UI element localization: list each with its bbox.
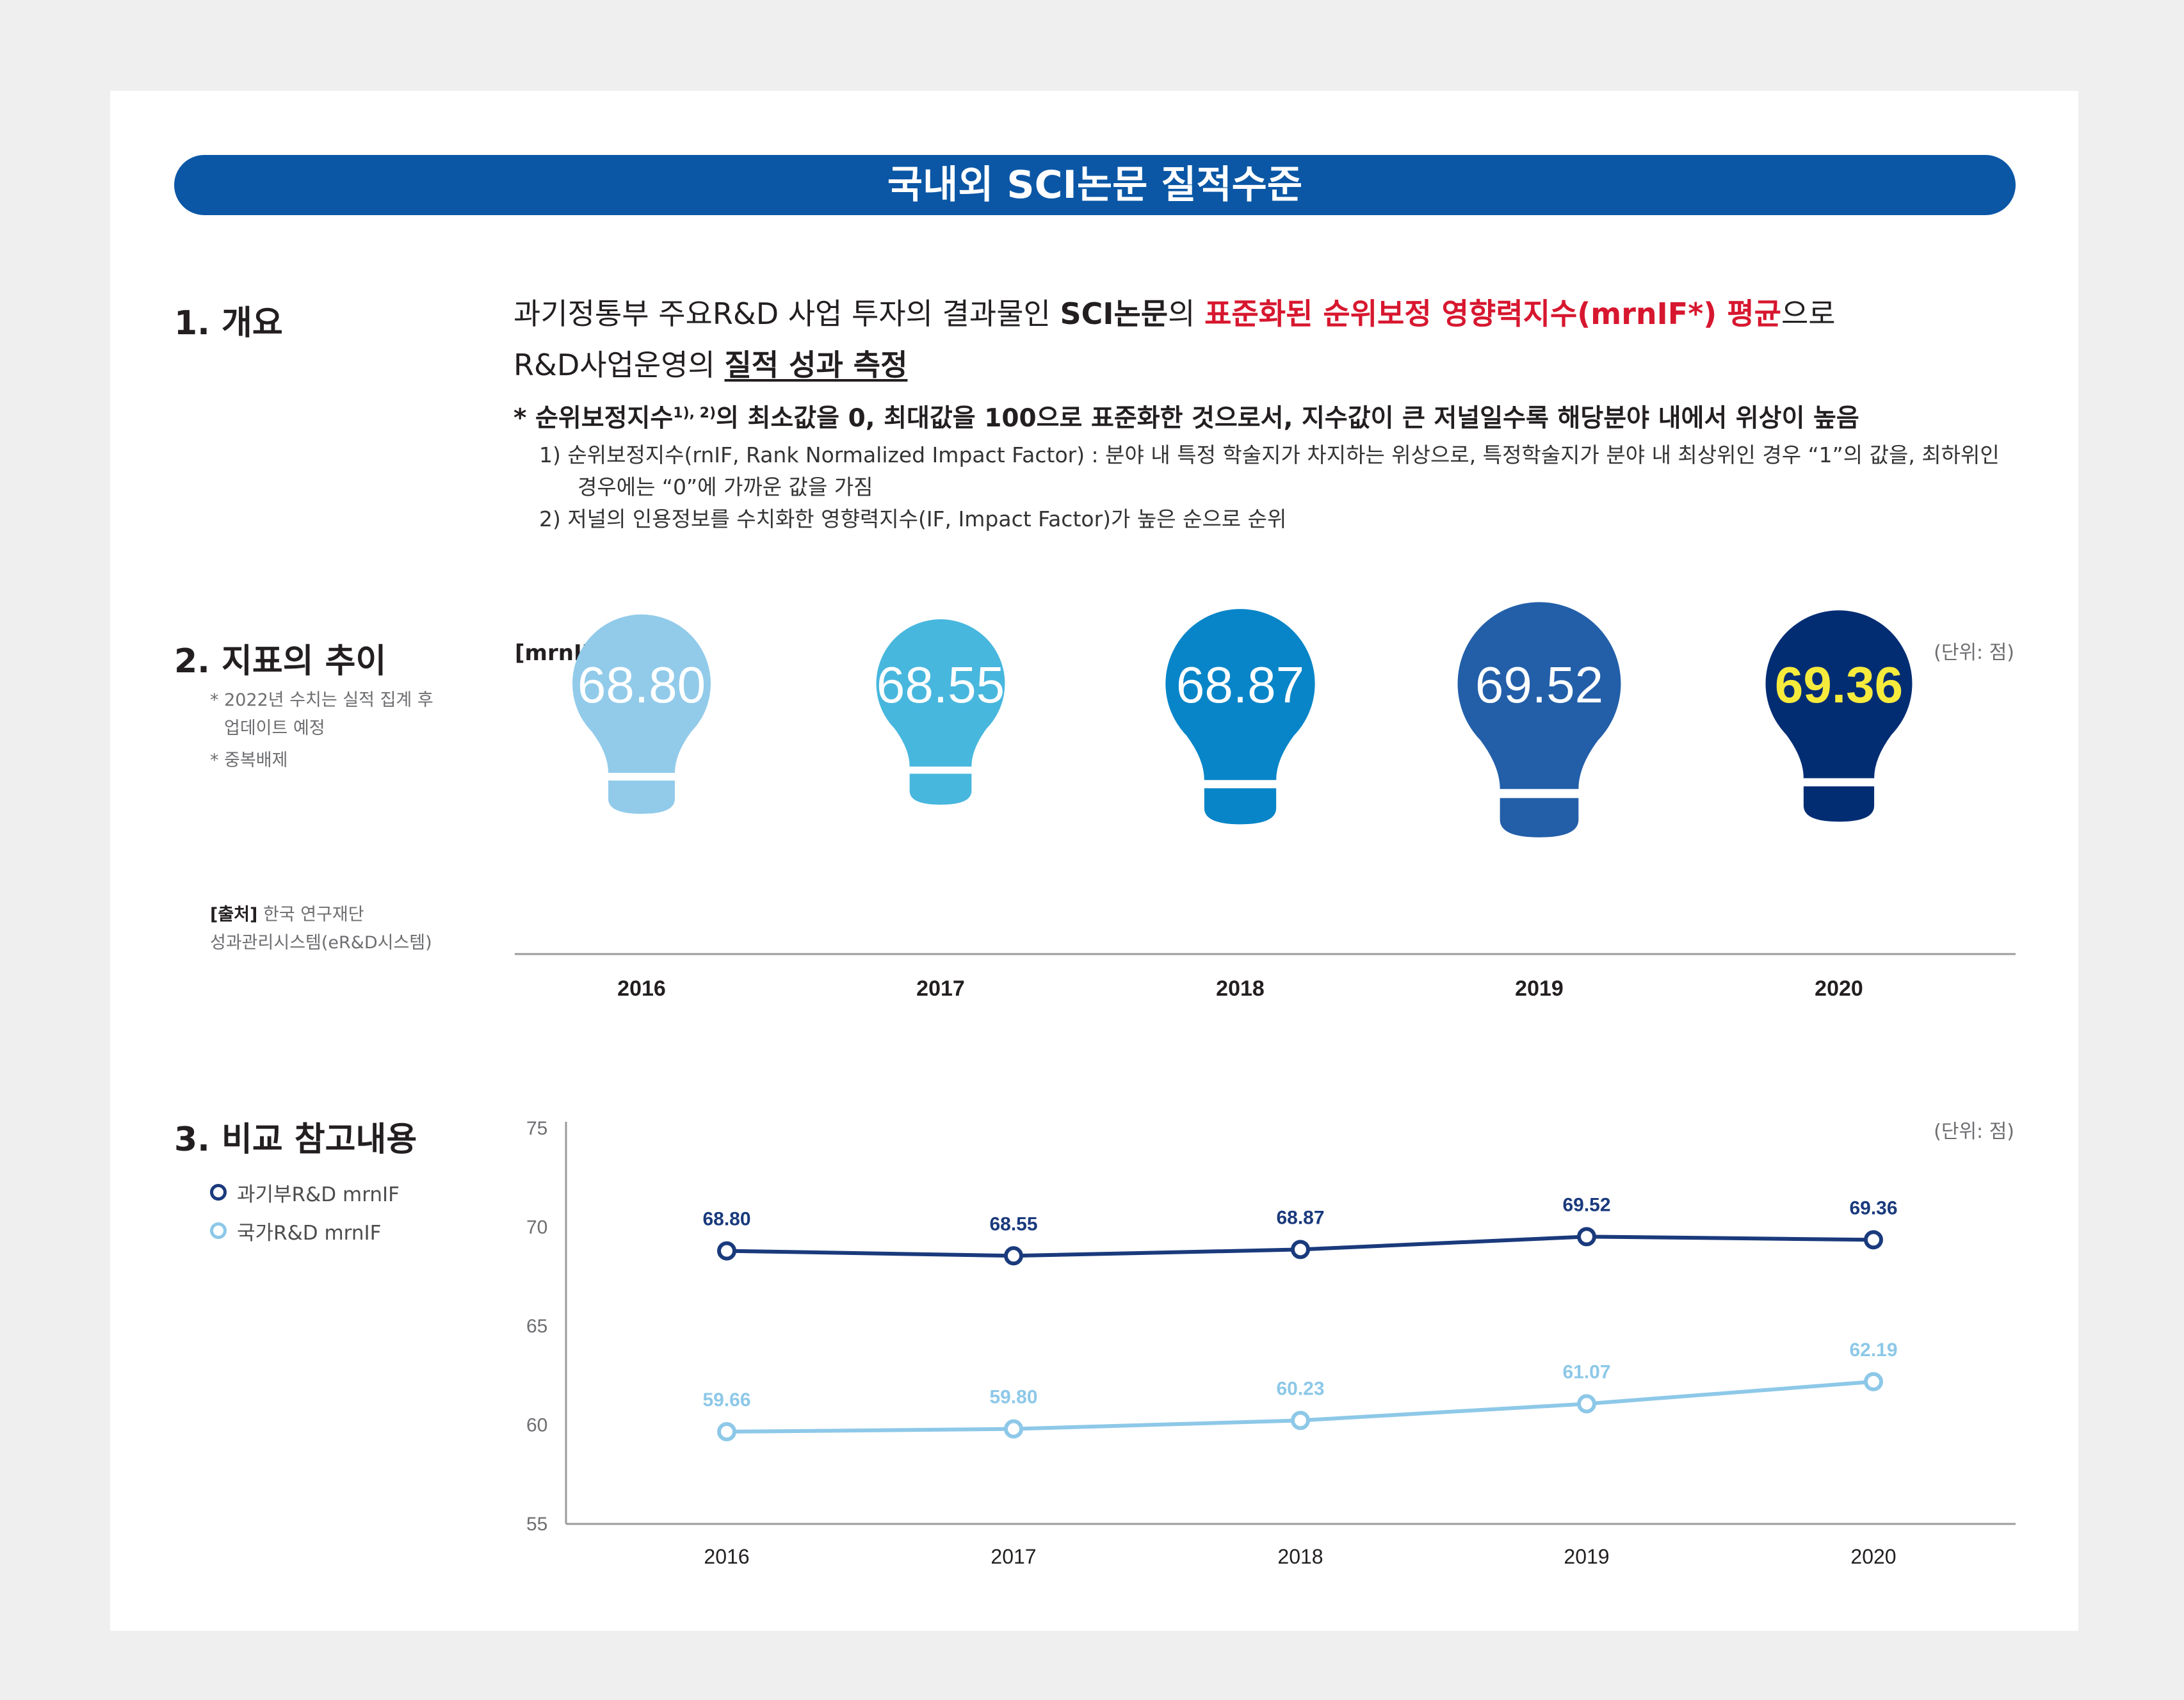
bulb-chart-unit: (단위: 점) (1934, 642, 2014, 664)
footnote-1: 1) 순위보정지수(rnIF, Rank Normalized Impact F… (539, 442, 2000, 499)
y-tick-55: 55 (526, 1514, 547, 1535)
source-label: [출처] (210, 905, 258, 925)
series-0-point-2018 (1291, 1240, 1310, 1259)
overview-text: R&D사업운영의 (514, 348, 725, 382)
side-note-dedup: * 중복배제 (210, 750, 288, 770)
note-text: * 순위보정지수 (514, 404, 674, 433)
x-tick-2018: 2018 (1277, 1545, 1323, 1568)
overview-body: 과기정통부 주요R&D 사업 투자의 결과물인 SCI논문의 표준화된 순위보정… (514, 288, 2018, 535)
legend-label-msit: 과기부R&D mrnIF (237, 1183, 400, 1206)
series-0-label-2020: 69.36 (1849, 1197, 1897, 1218)
legend-item-msit: 과기부R&D mrnIF (210, 1173, 400, 1211)
legend-label-national: 국가R&D mrnIF (237, 1221, 382, 1245)
bulb-glass-2020 (1765, 610, 1913, 779)
x-tick-2016: 2016 (704, 1545, 749, 1568)
footnote-2: 2) 저널의 인용정보를 수치화한 영향력지수(IF, Impact Facto… (539, 506, 1287, 531)
bulb-base-2018 (1204, 788, 1277, 825)
bulb-year-2017: 2017 (916, 976, 965, 1001)
y-tick-60: 60 (526, 1415, 547, 1436)
series-1-label-2018: 60.23 (1276, 1378, 1324, 1399)
x-tick-2019: 2019 (1564, 1545, 1609, 1568)
line-chart-unit: (단위: 점) (1934, 1121, 2014, 1143)
side-note-update-2: 업데이트 예정 (224, 718, 325, 738)
series-1-point-2018 (1291, 1411, 1310, 1430)
overview-heading: 1. 개요 (174, 304, 283, 343)
sci-paper-term: SCI논문 (1060, 296, 1169, 331)
y-tick-65: 65 (526, 1316, 547, 1337)
bulb-glass-2018 (1165, 609, 1315, 781)
content-card: 국내외 SCI논문 질적수준 1. 개요 과기정통부 주요R&D 사업 투자의 … (110, 91, 2078, 1631)
legend-item-national: 국가R&D mrnIF (210, 1211, 400, 1250)
bulb-base-2019 (1500, 798, 1579, 838)
compare-heading: 3. 비교 참고내용 (174, 1121, 417, 1159)
series-1-point-2020 (1864, 1372, 1883, 1391)
series-0-label-2017: 68.55 (989, 1213, 1037, 1235)
bulb-year-2018: 2018 (1216, 976, 1265, 1001)
series-0-point-2016 (717, 1241, 736, 1261)
overview-line-2: R&D사업운영의 질적 성과 측정 (514, 339, 2018, 391)
series-1-point-2016 (717, 1422, 736, 1442)
bulb-year-2016: 2016 (617, 976, 666, 1001)
bulb-glass-2019 (1457, 602, 1621, 789)
series-1-point-2019 (1577, 1394, 1596, 1414)
bulb-year-2019: 2019 (1515, 976, 1564, 1001)
bulb-value-2019: 69.52 (1475, 656, 1603, 713)
overview-line-1: 과기정통부 주요R&D 사업 투자의 결과물인 SCI논문의 표준화된 순위보정… (514, 288, 2018, 339)
source-text-2: 성과관리시스템(eR&D시스템) (210, 933, 432, 953)
series-0-label-2019: 69.52 (1562, 1194, 1610, 1215)
legend-marker-national (210, 1222, 227, 1239)
bulb-base-2016 (608, 781, 675, 814)
series-0-point-2020 (1864, 1230, 1883, 1250)
bulb-value-2018: 68.87 (1176, 656, 1304, 713)
trend-heading: 2. 지표의 추이 (174, 642, 387, 681)
standardization-note: * 순위보정지수1), 2)의 최소값을 0, 최대값을 100으로 표준화한 … (514, 398, 2018, 434)
legend-marker-msit (210, 1184, 227, 1201)
series-1-point-2017 (1004, 1419, 1023, 1439)
bulb-year-2020: 2020 (1815, 976, 1863, 1001)
bulb-base-2020 (1803, 786, 1875, 822)
series-0-label-2016: 68.80 (702, 1209, 750, 1230)
overview-text: 의 (1168, 296, 1205, 331)
series-0-point-2017 (1004, 1246, 1023, 1266)
bulb-base-2017 (909, 773, 972, 805)
bulb-value-2016: 68.80 (578, 656, 706, 713)
note-superscript: 1), 2) (673, 405, 716, 421)
source-note: [출처] 한국 연구재단 성과관리시스템(eR&D시스템) (210, 901, 432, 957)
line-chart-legend: 과기부R&D mrnIF 국가R&D mrnIF (210, 1173, 400, 1250)
series-1-label-2017: 59.80 (989, 1387, 1037, 1408)
bulb-value-2020: 69.36 (1775, 656, 1903, 713)
x-tick-2020: 2020 (1850, 1545, 1896, 1568)
series-1-label-2016: 59.66 (702, 1389, 750, 1411)
page-title-banner: 국내외 SCI논문 질적수준 (174, 155, 2016, 215)
series-0-point-2019 (1577, 1227, 1596, 1247)
series-0-label-2018: 68.87 (1276, 1207, 1324, 1228)
charts-canvas: 68.80 2016 68.55 2017 68.87 2018 69.52 2019 69.3… (515, 602, 2016, 1568)
bulb-glass-2016 (572, 614, 711, 773)
note-text: 의 최소값을 0, 최대값을 100으로 표준화한 것으로서, 지수값이 큰 저… (716, 404, 1859, 433)
series-1-label-2019: 61.07 (1562, 1361, 1610, 1382)
x-tick-2017: 2017 (991, 1545, 1036, 1568)
overview-text: 과기정통부 주요R&D 사업 투자의 결과물인 (514, 296, 1060, 331)
side-note-update: * 2022년 수치는 실적 집계 후 (210, 690, 433, 710)
bulb-value-2017: 68.55 (877, 656, 1005, 713)
trend-side-notes: * 2022년 수치는 실적 집계 후 업데이트 예정 * 중복배제 (210, 686, 433, 775)
series-1-label-2020: 62.19 (1849, 1340, 1897, 1361)
mrnif-average-term: 표준화된 순위보정 영향력지수(mrnIF*) 평균 (1204, 296, 1781, 331)
qualitative-performance-term: 질적 성과 측정 (724, 348, 908, 382)
overview-text: 으로 (1781, 296, 1836, 331)
y-tick-70: 70 (526, 1217, 547, 1238)
source-text: 한국 연구재단 (263, 905, 364, 925)
bulb-glass-2017 (876, 619, 1005, 767)
y-tick-75: 75 (526, 1118, 547, 1139)
